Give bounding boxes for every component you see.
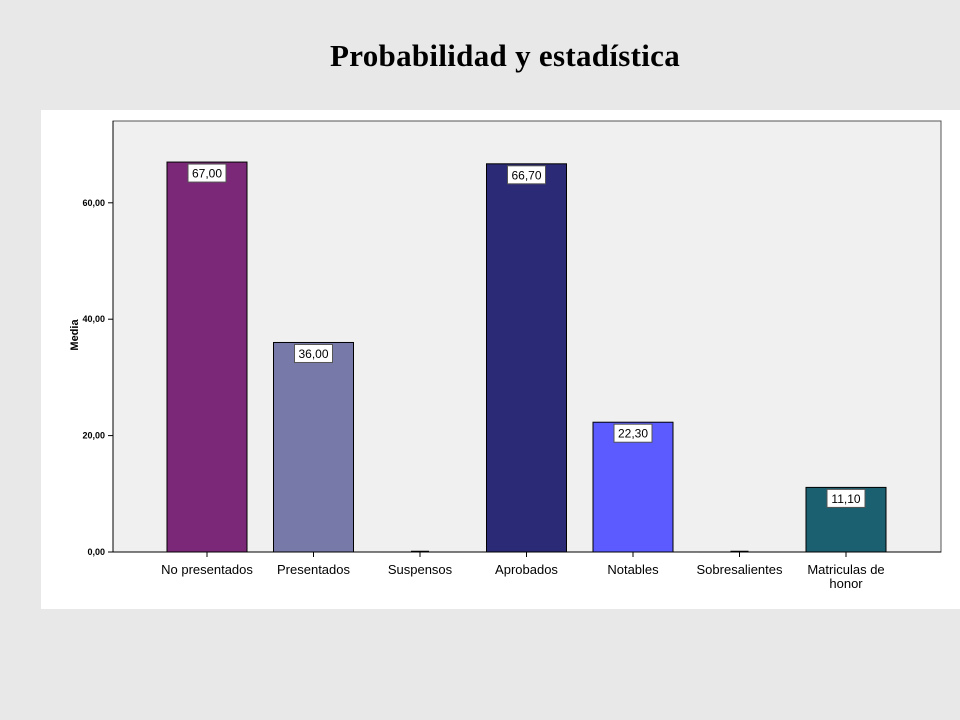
y-tick-label: 60,00 (82, 198, 105, 208)
svg-text:11,10: 11,10 (831, 492, 860, 506)
bar (592, 421, 674, 553)
svg-text:22,30: 22,30 (618, 427, 648, 441)
svg-text:67,00: 67,00 (192, 167, 222, 181)
x-axis: No presentados Presentados Suspensos Aproba… (113, 551, 941, 591)
x-tick-label: Aprobados (495, 562, 558, 577)
y-tick-label: 0,00 (87, 547, 105, 557)
bar (166, 161, 248, 553)
x-tick-label: Suspensos (388, 562, 453, 577)
y-tick-label: 40,00 (82, 314, 105, 324)
x-tick-label: No presentados (161, 562, 253, 577)
data-label: 67,00 (187, 163, 227, 183)
x-tick-label: Notables (607, 562, 659, 577)
chart-panel: 0,00 20,00 40,00 60,00 67,00 36,00 66,70 22,30… (41, 110, 960, 609)
data-label: 11,10 (826, 488, 866, 508)
data-label: 66,70 (507, 165, 546, 185)
x-tick-label: Presentados (277, 562, 350, 577)
x-tick-label: Matriculas de honor (807, 562, 884, 591)
data-label: 22,30 (613, 423, 653, 443)
bars: 67,00 36,00 66,70 22,30 11,10 (166, 161, 887, 553)
y-tick-label: 20,00 (82, 431, 105, 441)
bar-chart: 0,00 20,00 40,00 60,00 67,00 36,00 66,70 22,30… (69, 120, 942, 591)
svg-text:36,00: 36,00 (298, 347, 328, 361)
svg-text:66,70: 66,70 (511, 168, 541, 182)
bar (486, 163, 567, 553)
bar (273, 341, 354, 553)
x-tick-label: Sobresalientes (697, 562, 783, 577)
y-axis-label: Media (69, 319, 81, 351)
slide-title: Probabilidad y estadística (330, 38, 680, 73)
y-axis: 0,00 20,00 40,00 60,00 (82, 121, 114, 557)
data-label: 36,00 (294, 343, 333, 363)
